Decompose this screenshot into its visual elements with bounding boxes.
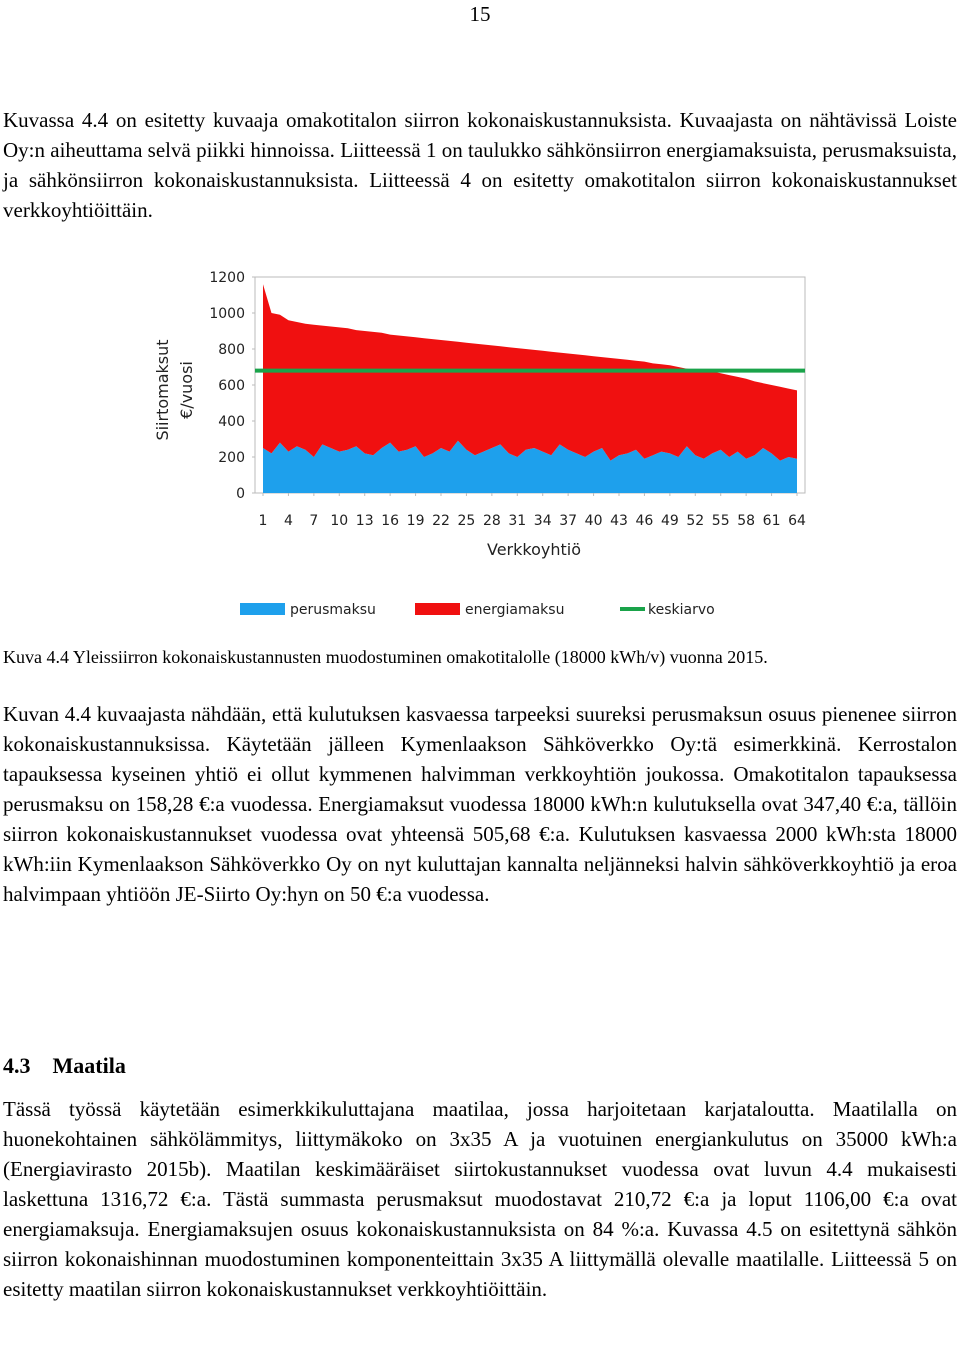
x-tick-label: 10	[330, 513, 348, 529]
page-number: 15	[469, 2, 491, 26]
x-tick-label: 64	[788, 513, 806, 529]
figure-caption: Kuva 4.4 Yleissiirron kokonaiskustannust…	[3, 647, 768, 667]
section-heading: 4.3 Maatila	[3, 1051, 126, 1081]
x-tick-label: 22	[432, 513, 450, 529]
x-tick-label: 31	[508, 513, 526, 529]
x-tick-label: 43	[610, 513, 628, 529]
x-tick-label: 13	[356, 513, 374, 529]
legend-label: energiamaksu	[465, 602, 564, 618]
paragraph: Tässä työssä käytetään esimerkkikuluttaj…	[3, 1097, 957, 1301]
x-tick-label: 19	[407, 513, 425, 529]
x-axis-title: Verkkoyhtiö	[487, 540, 581, 559]
x-tick-label: 46	[636, 513, 654, 529]
x-tick-label: 7	[309, 513, 318, 529]
y-tick-label: 600	[218, 378, 245, 394]
paragraph: Kuvassa 4.4 on esitetty kuvaaja omakotit…	[3, 108, 957, 222]
x-tick-label: 61	[763, 513, 781, 529]
x-tick-label: 52	[686, 513, 704, 529]
y-axis-title: Siirtomaksut	[153, 339, 172, 440]
legend-swatch	[415, 603, 460, 615]
y-tick-label: 1200	[209, 270, 245, 286]
x-tick-label: 34	[534, 513, 552, 529]
area	[263, 440, 797, 493]
x-tick-label: 16	[381, 513, 399, 529]
x-tick-label: 49	[661, 513, 679, 529]
x-tick-label: 58	[737, 513, 755, 529]
x-tick-label: 25	[458, 513, 476, 529]
legend-label: perusmaksu	[290, 602, 376, 618]
x-tick-label: 40	[585, 513, 603, 529]
y-tick-label: 400	[218, 414, 245, 430]
y-tick-label: 800	[218, 342, 245, 358]
legend-label: keskiarvo	[648, 602, 715, 618]
x-tick-label: 28	[483, 513, 501, 529]
y-axis-title: €/vuosi	[177, 361, 196, 419]
paragraph: Kuvan 4.4 kuvaajasta nähdään, että kulut…	[3, 702, 957, 906]
x-tick-label: 55	[712, 513, 730, 529]
y-tick-label: 200	[218, 450, 245, 466]
legend-swatch	[240, 603, 285, 615]
chart: Verkkoyhtiö Siirtomaksut €/vuosi 0 200 400…	[153, 270, 806, 618]
section-title: Maatila	[52, 1053, 126, 1078]
section-number: 4.3	[3, 1053, 31, 1078]
y-tick-label: 0	[236, 486, 245, 502]
y-tick-label: 1000	[209, 306, 245, 322]
x-tick-label: 4	[284, 513, 293, 529]
x-tick-label: 37	[559, 513, 577, 529]
x-tick-label: 1	[259, 513, 268, 529]
